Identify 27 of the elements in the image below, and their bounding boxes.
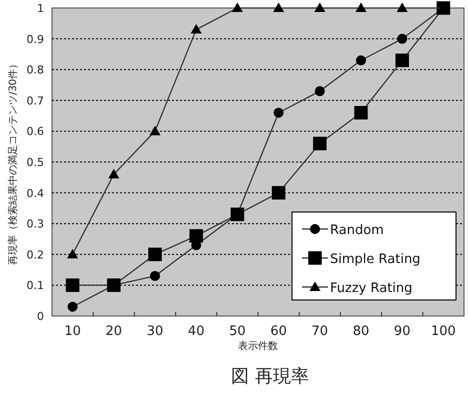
x-tick-label: 90 xyxy=(394,324,410,339)
x-tick-label: 30 xyxy=(146,324,164,339)
x-tick-label: 100 xyxy=(430,324,456,339)
x-tick-label: 20 xyxy=(106,324,122,339)
legend-label: Random xyxy=(330,223,384,238)
legend-label: Fuzzy Rating xyxy=(330,281,412,296)
legend-label: Simple Rating xyxy=(330,252,420,267)
text: 図 再現率 xyxy=(231,366,309,387)
y-tick-label: 0.6 xyxy=(26,125,44,138)
y-tick-label: 0.9 xyxy=(26,32,44,46)
x-tick-label: 40 xyxy=(188,324,204,339)
x-tick-label: 60 xyxy=(270,324,287,339)
y-tick-label: 0.4 xyxy=(26,186,44,200)
x-axis-title: 表示件数 xyxy=(238,340,278,352)
y-tick-label: 0.7 xyxy=(26,94,44,108)
x-tick-label: 70 xyxy=(312,324,328,339)
y-tick-label: 0.2 xyxy=(26,248,44,262)
y-tick-label: 0.5 xyxy=(26,156,44,169)
y-tick-label: 0.8 xyxy=(26,64,44,77)
y-axis-title: 再現率（検索結果中の満足コンテンツ/30件） xyxy=(7,58,19,266)
x-tick-label: 80 xyxy=(352,324,370,339)
y-tick-label: 1 xyxy=(37,2,44,15)
y-tick-label: 0.1 xyxy=(26,279,44,292)
y-tick-label: 0.3 xyxy=(26,218,44,231)
y-tick-label: 0 xyxy=(37,310,44,323)
x-tick-label: 10 xyxy=(64,324,81,339)
x-tick-label: 50 xyxy=(229,324,246,339)
